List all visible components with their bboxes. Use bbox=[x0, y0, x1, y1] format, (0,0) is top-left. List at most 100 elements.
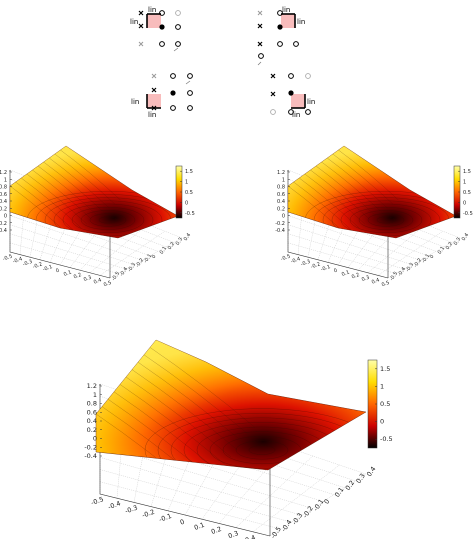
colorbar-tick-label: 0 bbox=[463, 200, 466, 206]
cross-marker bbox=[138, 23, 144, 29]
open-node bbox=[288, 109, 294, 115]
contour-line bbox=[62, 203, 154, 237]
cross-marker bbox=[257, 23, 263, 29]
y-tick-label: 0.3 bbox=[453, 237, 462, 247]
floor-grid-line bbox=[9, 242, 119, 274]
x-tick-label: -0.4 bbox=[290, 256, 301, 265]
z-tick-label: 1.2 bbox=[0, 170, 7, 176]
z-tick-label: -0.2 bbox=[84, 443, 97, 451]
y-tick-label: 0.1 bbox=[159, 246, 168, 256]
x-tick-label: -0.1 bbox=[42, 264, 53, 273]
y-tick-label: 0 bbox=[322, 498, 331, 506]
stencil-diagram-bottom-left: lin lin bbox=[131, 73, 193, 119]
contour-line bbox=[340, 203, 432, 237]
cross-marker bbox=[270, 91, 276, 97]
arrow-mark bbox=[257, 61, 262, 66]
contour-line bbox=[15, 181, 76, 233]
colorbar-tick-label: 0 bbox=[185, 200, 188, 206]
contour-line bbox=[53, 200, 163, 238]
contour-line bbox=[49, 157, 110, 209]
x-tick-label: -0.5 bbox=[280, 254, 291, 263]
filled-node bbox=[170, 90, 176, 96]
x-tick-label: 0.3 bbox=[361, 275, 371, 283]
lin-label-left: lin bbox=[130, 18, 138, 26]
y-tick-label: -0.3 bbox=[405, 262, 416, 273]
z-tick-label: 1 bbox=[282, 177, 285, 183]
y-tick-label: 0.3 bbox=[175, 237, 184, 247]
contour-line bbox=[157, 413, 366, 470]
cross-marker bbox=[151, 73, 157, 79]
z-tick-label: 0.2 bbox=[0, 206, 7, 212]
z-tick-label: 1 bbox=[4, 177, 7, 183]
contour-line bbox=[358, 210, 414, 230]
floor-grid-line bbox=[9, 224, 135, 265]
lin-label-top: lin bbox=[282, 6, 290, 14]
open-node bbox=[270, 109, 276, 115]
open-node bbox=[288, 73, 294, 79]
y-tick-label: 0.4 bbox=[365, 465, 377, 478]
z-tick-label: 0.8 bbox=[277, 185, 285, 191]
x-tick-label: -0.3 bbox=[124, 504, 139, 516]
cross-marker bbox=[270, 73, 276, 79]
contour-line bbox=[60, 149, 121, 201]
open-node bbox=[159, 41, 165, 47]
x-tick-label: 0.1 bbox=[63, 269, 73, 277]
z-tick-label: 0 bbox=[4, 214, 7, 220]
filled-node bbox=[288, 90, 294, 96]
x-tick-label: 0.4 bbox=[371, 277, 381, 285]
contour-line bbox=[248, 445, 276, 455]
contour-line bbox=[32, 169, 93, 221]
surface-highlight bbox=[96, 340, 366, 470]
z-tick-label: 0 bbox=[282, 214, 285, 220]
x-tick-label: -0.1 bbox=[320, 264, 331, 273]
x-tick-label: -0.5 bbox=[90, 495, 105, 507]
contour-line bbox=[235, 440, 289, 460]
colorbar-tick-label: 1.5 bbox=[380, 365, 390, 373]
x-tick-label: 0.3 bbox=[227, 529, 239, 539]
y-tick-label: -0.4 bbox=[397, 266, 408, 277]
cross-marker bbox=[257, 41, 263, 47]
contour-line bbox=[54, 153, 115, 205]
lin-label-right: lin bbox=[307, 98, 315, 106]
x-tick-label: 0 bbox=[179, 518, 186, 527]
shaded-cell bbox=[291, 94, 305, 108]
y-tick-label: -0.5 bbox=[111, 271, 122, 282]
lin-label-bottom: lin bbox=[148, 111, 156, 119]
z-tick-label: 0.4 bbox=[277, 199, 285, 205]
open-node bbox=[175, 41, 181, 47]
open-node bbox=[277, 41, 283, 47]
floor-grid-line bbox=[9, 233, 127, 270]
floor-grid-line bbox=[287, 233, 405, 270]
contour-line bbox=[125, 376, 232, 458]
x-tick-label: 0.2 bbox=[351, 272, 361, 280]
floor-grid-line bbox=[9, 178, 175, 243]
floor-grid-line bbox=[89, 224, 148, 273]
open-node bbox=[175, 10, 181, 16]
z-tick-label: 0.6 bbox=[87, 408, 97, 416]
contour-line bbox=[321, 161, 382, 213]
z-tick-label: 0 bbox=[93, 435, 97, 443]
x-tick-label: -0.2 bbox=[310, 261, 321, 270]
open-node bbox=[293, 41, 299, 47]
contour-line bbox=[101, 406, 208, 470]
floor-grid-line bbox=[150, 410, 180, 507]
colorbar-tick-label: 0.5 bbox=[185, 190, 193, 196]
y-tick-label: -0.1 bbox=[421, 253, 432, 264]
x-tick-label: -0.1 bbox=[158, 512, 173, 524]
contour-line bbox=[327, 157, 388, 209]
open-node bbox=[187, 73, 193, 79]
x-tick-label: -0.4 bbox=[12, 256, 23, 265]
open-node bbox=[305, 109, 311, 115]
y-tick-label: 0.2 bbox=[445, 241, 454, 251]
surface-plot-small-right: 1.210.80.60.40.20-0.2-0.4-0.5-0.4-0.3-0.… bbox=[275, 145, 473, 288]
contour-line bbox=[137, 362, 244, 443]
z-tick-label: -0.4 bbox=[0, 228, 7, 234]
open-node bbox=[159, 10, 165, 16]
lin-label-left: lin bbox=[131, 98, 139, 106]
contour-line bbox=[222, 436, 302, 464]
y-tick-label: -0.4 bbox=[119, 266, 130, 277]
contour-line bbox=[119, 384, 226, 465]
z-tick-label: 0.2 bbox=[277, 206, 285, 212]
y-tick-label: 0 bbox=[429, 254, 436, 260]
